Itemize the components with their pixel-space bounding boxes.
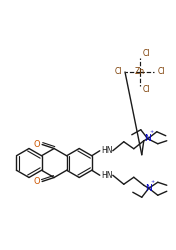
Text: Cl: Cl [143,50,150,58]
Text: Cl: Cl [143,86,150,94]
Text: Zn: Zn [135,68,145,76]
Text: O: O [34,140,40,149]
Text: Cl: Cl [114,68,122,76]
Text: HN: HN [101,146,112,155]
Text: O: O [34,177,40,186]
Text: ⁺: ⁺ [151,179,155,188]
Text: Cl: Cl [157,68,165,76]
Text: ⁺: ⁺ [150,129,154,138]
Text: N: N [144,134,151,143]
Text: HN: HN [101,171,112,180]
Text: N: N [145,184,152,193]
